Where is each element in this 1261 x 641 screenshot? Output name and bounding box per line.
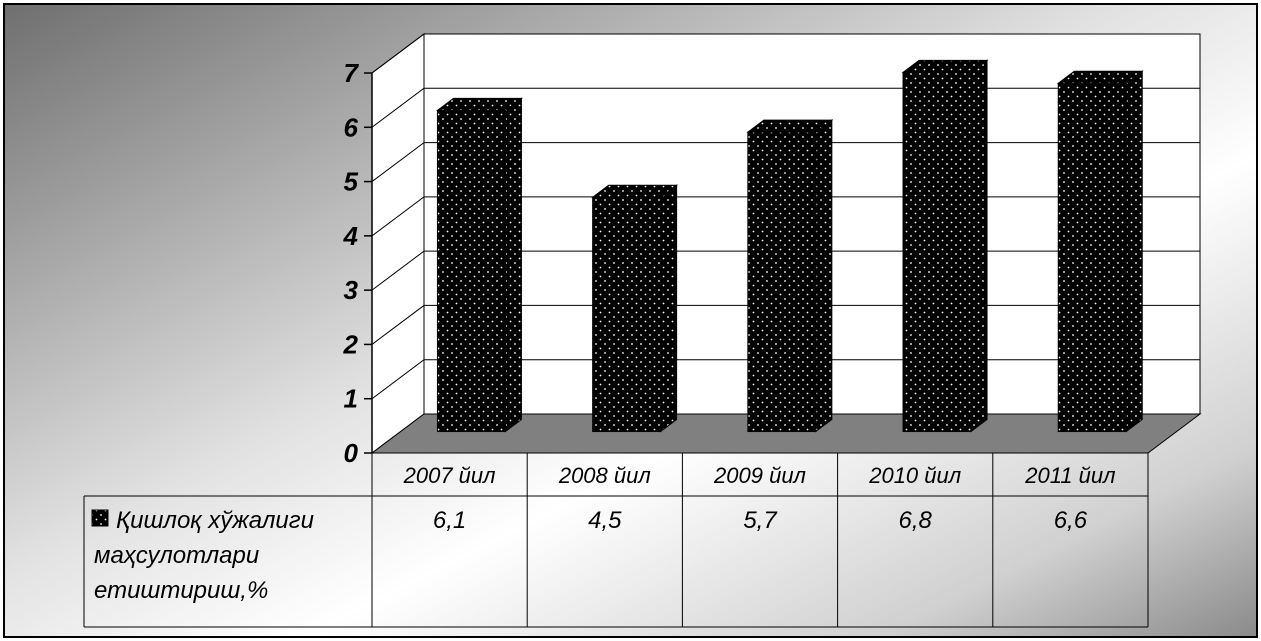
- x-tick-label: 2010 йил: [868, 463, 961, 488]
- bar-front: [747, 131, 817, 433]
- x-tick-label: 2008 йил: [558, 463, 651, 488]
- bar: [591, 184, 679, 433]
- legend-label: маҳсулотлари: [94, 542, 259, 569]
- y-tick-label: 5: [344, 167, 359, 197]
- bar-side: [660, 184, 678, 433]
- bar-side: [504, 97, 522, 433]
- x-tick-label: 2007 йил: [403, 463, 496, 488]
- y-tick-label: 7: [344, 58, 360, 88]
- y-tick-label: 0: [344, 438, 359, 468]
- bar-front: [436, 109, 506, 433]
- legend-key: [91, 509, 109, 527]
- y-tick-label: 4: [343, 221, 359, 251]
- bar-side: [970, 59, 988, 433]
- data-table: 2007 йил 2008 йил 2009 йил 2010 йил 2011 йил…: [83, 452, 1149, 628]
- bar-front: [592, 196, 662, 433]
- side-wall: [371, 33, 425, 454]
- bar: [1056, 70, 1144, 433]
- y-tick-label: 2: [343, 329, 359, 359]
- bar: [901, 59, 989, 433]
- legend-label: Қишлоқ хўжалиги: [116, 507, 314, 534]
- bar-side: [1125, 70, 1143, 433]
- x-tick-label: 2009 йил: [713, 463, 806, 488]
- y-tick-label: 6: [344, 112, 359, 142]
- data-label: 6,6: [1054, 507, 1088, 534]
- legend: Қишлоқ хўжалиги маҳсулотлари етиштириш,%: [91, 507, 314, 604]
- x-tick-label: 2011 йил: [1024, 463, 1115, 488]
- gridline: [371, 33, 1200, 74]
- bar-front: [1057, 82, 1127, 433]
- data-label: 4,5: [588, 507, 622, 534]
- bars: [435, 59, 1144, 433]
- bar-side: [815, 119, 833, 433]
- legend-label: етиштириш,%: [94, 577, 268, 604]
- data-label: 6,8: [899, 507, 933, 534]
- y-tick-label: 1: [344, 384, 358, 414]
- bar: [746, 119, 834, 433]
- bar: [435, 97, 523, 433]
- data-label: 5,7: [743, 507, 778, 534]
- y-axis: 0 1 2 3 4 5 6 7: [343, 58, 373, 468]
- bar-front: [902, 71, 972, 433]
- y-tick-label: 3: [344, 275, 359, 305]
- data-label: 6,1: [433, 507, 466, 534]
